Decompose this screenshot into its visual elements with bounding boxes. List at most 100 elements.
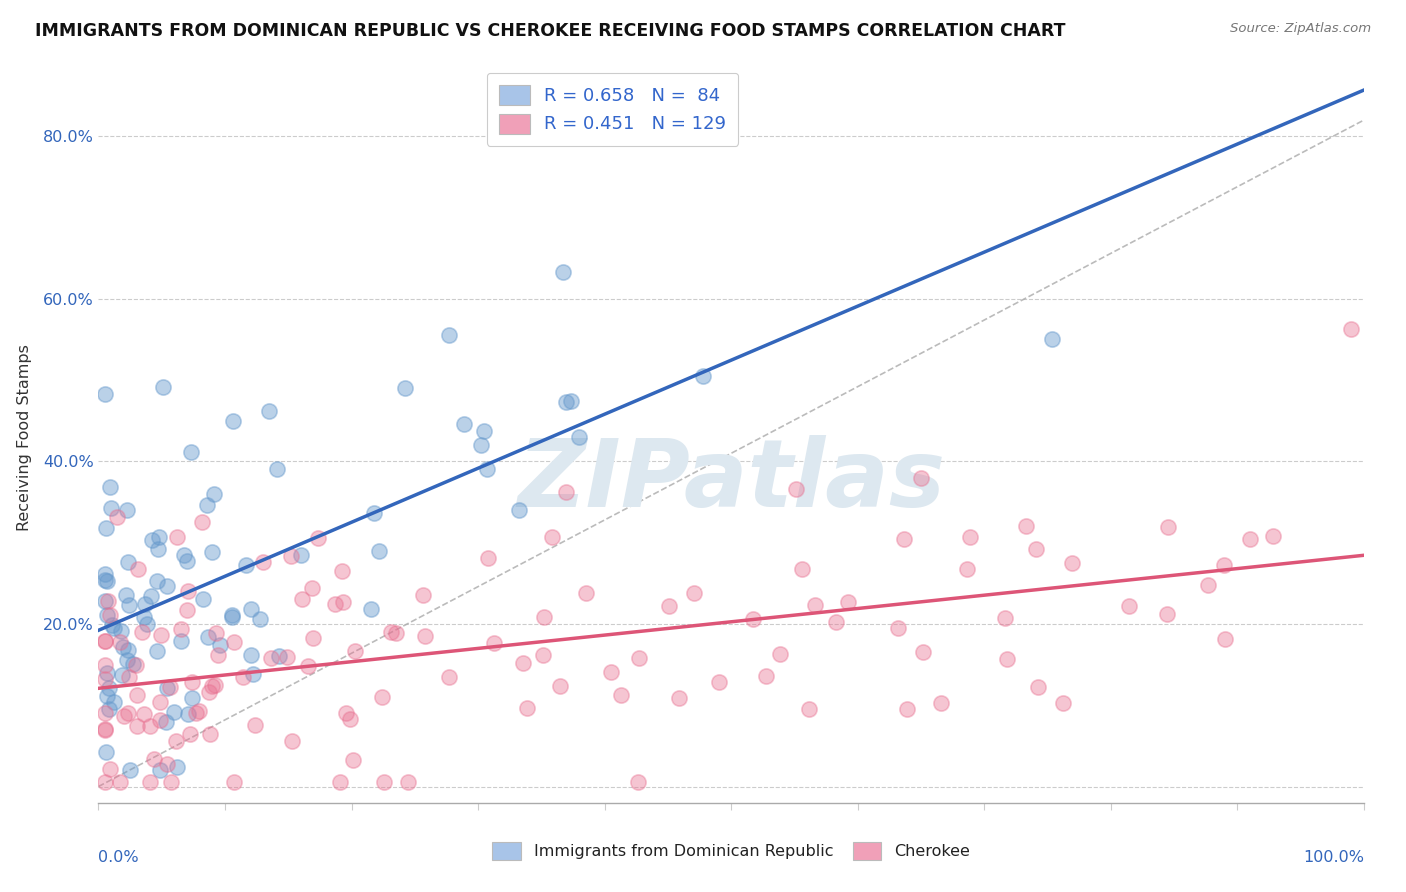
Point bbox=[176, 603, 198, 617]
Point bbox=[896, 702, 918, 716]
Point bbox=[139, 590, 162, 604]
Point bbox=[825, 615, 848, 630]
Point bbox=[184, 706, 207, 721]
Point bbox=[94, 745, 117, 759]
Point bbox=[555, 395, 578, 409]
Point bbox=[1156, 607, 1178, 621]
Point bbox=[124, 657, 146, 672]
Point bbox=[555, 485, 578, 500]
Point bbox=[574, 586, 596, 600]
Point bbox=[94, 566, 117, 581]
Point bbox=[329, 775, 352, 789]
Point bbox=[117, 643, 139, 657]
Point bbox=[235, 558, 257, 572]
Point bbox=[380, 624, 402, 639]
Point bbox=[136, 617, 159, 632]
Point bbox=[307, 531, 329, 545]
Point bbox=[470, 438, 492, 452]
Point bbox=[134, 597, 156, 611]
Point bbox=[98, 681, 121, 696]
Point bbox=[1263, 529, 1285, 543]
Point bbox=[93, 633, 117, 648]
Point bbox=[112, 709, 135, 723]
Point bbox=[108, 634, 131, 648]
Point bbox=[437, 328, 460, 343]
Point bbox=[98, 607, 121, 622]
Point bbox=[893, 532, 915, 546]
Point bbox=[627, 775, 650, 789]
Point bbox=[115, 503, 138, 517]
Point bbox=[121, 657, 143, 672]
Y-axis label: Receiving Food Stamps: Receiving Food Stamps bbox=[17, 343, 31, 531]
Point bbox=[929, 696, 952, 710]
Point bbox=[323, 597, 346, 611]
Point bbox=[343, 644, 366, 658]
Point bbox=[179, 727, 201, 741]
Point bbox=[156, 579, 179, 593]
Point bbox=[180, 674, 202, 689]
Point bbox=[118, 598, 141, 612]
Point bbox=[384, 626, 406, 640]
Point bbox=[93, 706, 117, 720]
Point bbox=[531, 648, 554, 662]
Point bbox=[224, 635, 246, 649]
Point bbox=[97, 702, 120, 716]
Point bbox=[533, 610, 555, 624]
Point bbox=[93, 672, 117, 686]
Point bbox=[180, 690, 202, 705]
Point bbox=[912, 645, 935, 659]
Point bbox=[1015, 519, 1038, 533]
Point bbox=[100, 480, 122, 494]
Point bbox=[96, 574, 118, 589]
Point bbox=[150, 628, 173, 642]
Point bbox=[143, 752, 166, 766]
Legend: Immigrants from Dominican Republic, Cherokee: Immigrants from Dominican Republic, Cher… bbox=[484, 833, 979, 868]
Point bbox=[363, 506, 385, 520]
Point bbox=[339, 712, 361, 726]
Point bbox=[959, 531, 981, 545]
Point bbox=[94, 594, 117, 608]
Point bbox=[152, 380, 174, 394]
Point bbox=[93, 658, 117, 673]
Point bbox=[94, 634, 117, 648]
Point bbox=[472, 425, 495, 439]
Point bbox=[127, 561, 149, 575]
Point bbox=[93, 775, 117, 789]
Point bbox=[453, 417, 475, 432]
Point bbox=[149, 764, 172, 778]
Point bbox=[692, 369, 714, 384]
Point bbox=[396, 775, 419, 789]
Point bbox=[910, 471, 932, 485]
Point bbox=[155, 715, 177, 730]
Point bbox=[111, 668, 134, 682]
Point bbox=[120, 764, 142, 778]
Point bbox=[195, 498, 218, 512]
Point bbox=[1025, 542, 1047, 557]
Point bbox=[94, 521, 117, 535]
Point bbox=[683, 585, 706, 599]
Point bbox=[103, 621, 125, 635]
Point bbox=[118, 670, 141, 684]
Point bbox=[96, 689, 118, 703]
Point bbox=[180, 444, 202, 458]
Point bbox=[956, 562, 979, 576]
Point bbox=[177, 706, 200, 721]
Point bbox=[166, 760, 188, 774]
Point bbox=[224, 775, 246, 789]
Point bbox=[112, 640, 135, 654]
Point bbox=[93, 723, 117, 737]
Point bbox=[197, 630, 219, 644]
Point bbox=[548, 679, 571, 693]
Point bbox=[159, 775, 181, 789]
Point bbox=[252, 555, 274, 569]
Point bbox=[243, 717, 266, 731]
Point bbox=[267, 648, 290, 663]
Point bbox=[249, 612, 271, 626]
Point bbox=[222, 414, 245, 428]
Point bbox=[266, 462, 288, 476]
Point bbox=[134, 706, 156, 721]
Point bbox=[100, 501, 122, 516]
Point bbox=[177, 583, 200, 598]
Point bbox=[110, 624, 132, 638]
Point bbox=[742, 612, 765, 626]
